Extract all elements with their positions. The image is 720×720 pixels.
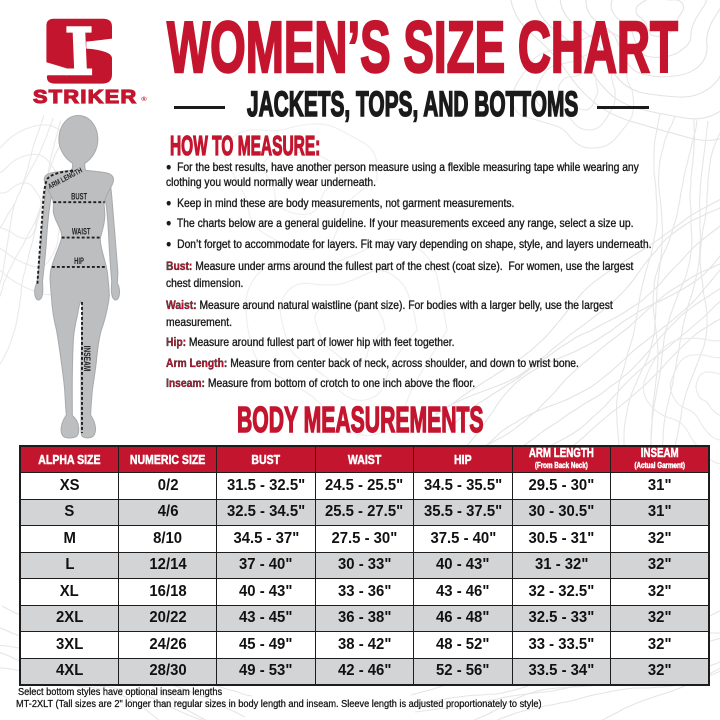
svg-text:HIP: HIP (74, 256, 84, 267)
svg-text:INSEAM: INSEAM (82, 346, 92, 372)
svg-text:BUST: BUST (71, 191, 87, 202)
svg-text:WAIST: WAIST (72, 226, 91, 237)
